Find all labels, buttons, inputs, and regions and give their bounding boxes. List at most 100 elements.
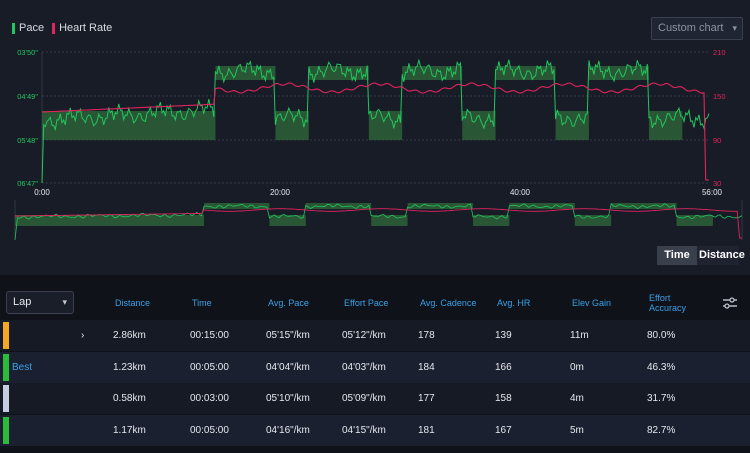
table-row[interactable]: 0.58km 00:03:00 05'10"/km 05'09"/km 177 158 4m…	[0, 383, 750, 414]
cell-elev-gain: 5m	[570, 424, 584, 436]
axis-toggle: Time Distance	[657, 246, 745, 265]
lap-select[interactable]: Lap ▾	[6, 291, 74, 314]
lap-color-bar	[3, 322, 9, 349]
table-row[interactable]: Best 1.23km 00:05:00 04'04"/km 04'03"/km 184 1…	[0, 351, 750, 383]
pace-hr-chart[interactable]: 03'50" 04'49" 05'48" 06'47" 210 150 90 30 0:00 20…	[0, 40, 750, 200]
cell-effort-accuracy: 82.7%	[647, 424, 676, 436]
overview-block	[509, 203, 575, 209]
target-zone-block	[368, 111, 403, 140]
cell-avg-pace: 05'10"/km	[266, 393, 310, 404]
cell-elev-gain: 0m	[570, 361, 584, 373]
cell-distance: 0.58km	[113, 393, 146, 404]
cell-time: 00:05:00	[190, 424, 229, 436]
pace-swatch	[12, 22, 15, 34]
chart-panel: Pace Heart Rate Custom chart ▾ 03'50" 04'…	[0, 0, 750, 275]
overview-block	[676, 215, 713, 226]
table-header: Lap ▾ Distance Time Avg. Pace Effort Pac…	[0, 282, 750, 320]
right-tick-label: 90	[713, 136, 721, 145]
cell-avg-pace: 04'16"/km	[266, 424, 310, 436]
target-zone-block	[648, 111, 683, 140]
cell-time: 00:15:00	[190, 330, 229, 341]
laps-table: Lap ▾ Distance Time Avg. Pace Effort Pac…	[0, 282, 750, 453]
cell-avg-cadence: 181	[418, 424, 435, 436]
cell-avg-hr: 166	[495, 361, 512, 373]
left-tick-label: 05'48"	[17, 136, 38, 145]
header-time[interactable]: Time	[192, 298, 212, 308]
left-tick-label: 04'49"	[17, 92, 38, 101]
custom-chart-label: Custom chart	[658, 22, 724, 34]
cell-avg-cadence: 177	[418, 393, 435, 404]
custom-chart-dropdown[interactable]: Custom chart ▾	[651, 17, 743, 40]
legend-item-pace[interactable]: Pace	[12, 22, 44, 34]
x-tick-label: 56:00	[702, 188, 723, 197]
cell-avg-hr: 158	[495, 393, 512, 404]
header-avg-hr[interactable]: Avg. HR	[497, 298, 531, 308]
overview-pace-line	[14, 203, 743, 241]
pace-line	[41, 58, 710, 184]
cell-avg-pace: 04'04"/km	[266, 361, 310, 373]
cell-distance: 2.86km	[113, 330, 146, 341]
cell-time: 00:05:00	[190, 361, 229, 373]
target-zone-block	[588, 66, 649, 80]
x-tick-label: 40:00	[510, 188, 531, 197]
overview-chart[interactable]	[0, 198, 750, 243]
cell-effort-accuracy: 31.7%	[647, 393, 676, 404]
cell-effort-pace: 04'15"/km	[342, 424, 386, 436]
legend-item-heart-rate[interactable]: Heart Rate	[52, 22, 112, 34]
header-effort-accuracy[interactable]: Effort Accuracy	[649, 293, 687, 313]
cell-time: 00:03:00	[190, 393, 229, 404]
chart-legend: Pace Heart Rate	[12, 22, 112, 34]
cell-effort-pace: 05'12"/km	[342, 330, 386, 341]
cell-effort-accuracy: 80.0%	[647, 330, 676, 341]
lap-select-label: Lap	[13, 296, 32, 308]
cell-effort-accuracy: 46.3%	[647, 361, 676, 373]
cell-avg-cadence: 178	[418, 330, 435, 341]
cell-elev-gain: 4m	[570, 393, 584, 404]
overview-block	[15, 215, 205, 226]
header-elev-gain[interactable]: Elev Gain	[572, 298, 612, 308]
header-avg-pace[interactable]: Avg. Pace	[268, 298, 309, 308]
lap-color-bar	[3, 385, 9, 412]
target-zone-block	[42, 111, 216, 140]
cell-avg-hr: 139	[495, 330, 512, 341]
heart-rate-line	[41, 82, 709, 181]
header-effort-pace[interactable]: Effort Pace	[344, 298, 389, 308]
overview-block	[574, 215, 612, 226]
cell-avg-hr: 167	[495, 424, 512, 436]
overview-block	[473, 215, 510, 226]
expand-chevron-icon[interactable]: ›	[81, 330, 85, 341]
toggle-time-button[interactable]: Time	[657, 246, 697, 265]
cell-effort-pace: 05'09"/km	[342, 393, 386, 404]
cell-avg-cadence: 184	[418, 361, 435, 373]
cell-elev-gain: 11m	[570, 330, 589, 341]
overview-block	[305, 203, 372, 209]
x-tick-label: 0:00	[34, 188, 50, 197]
cell-distance: 1.23km	[113, 361, 146, 373]
left-tick-label: 06'47"	[17, 179, 38, 188]
header-distance[interactable]: Distance	[115, 298, 151, 308]
left-tick-label: 03'50"	[17, 48, 38, 57]
cell-distance: 1.17km	[113, 424, 146, 436]
best-lap-tag: Best	[12, 361, 33, 373]
right-tick-label: 210	[713, 48, 726, 57]
chevron-down-icon: ▾	[732, 23, 737, 33]
column-settings-icon[interactable]	[722, 297, 738, 309]
target-zone-block	[495, 66, 556, 80]
overview-heart-rate-line	[15, 208, 742, 239]
cell-avg-pace: 05'15"/km	[266, 330, 310, 341]
x-tick-label: 20:00	[270, 188, 291, 197]
chevron-down-icon: ▾	[62, 297, 67, 307]
toggle-distance-button[interactable]: Distance	[697, 246, 745, 265]
legend-label-pace: Pace	[19, 22, 45, 34]
overview-block	[407, 203, 474, 209]
heart-rate-swatch	[52, 22, 56, 34]
lap-color-bar	[3, 416, 9, 444]
legend-label-heart-rate: Heart Rate	[59, 22, 113, 34]
overview-block	[371, 215, 408, 226]
overview-block	[269, 215, 306, 226]
cell-effort-pace: 04'03"/km	[342, 361, 386, 373]
header-avg-cadence[interactable]: Avg. Cadence	[420, 298, 477, 308]
right-tick-label: 150	[713, 92, 726, 101]
table-row[interactable]: 1.17km 00:05:00 04'16"/km 04'15"/km 181 167 5m…	[0, 414, 750, 446]
table-row[interactable]: › 2.86km 00:15:00 05'15"/km 05'12"/km 178 139 1…	[0, 320, 750, 351]
